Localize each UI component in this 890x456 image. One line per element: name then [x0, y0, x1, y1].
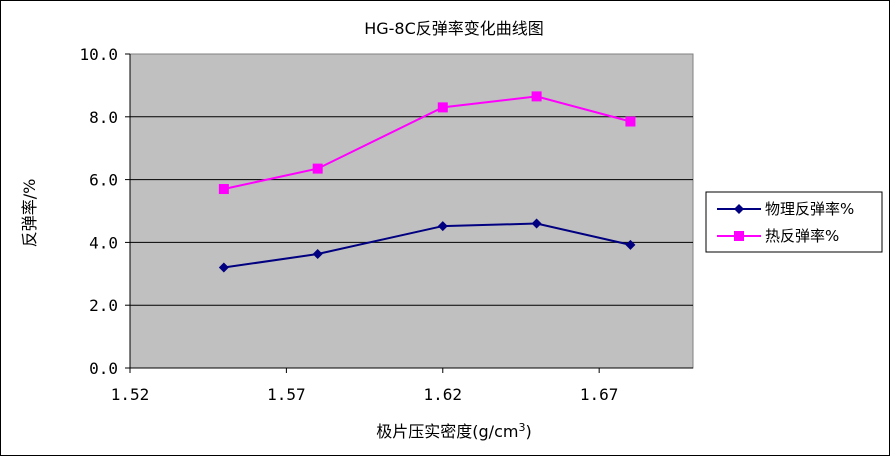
tick-labels: 0.0 2.0 4.0 6.0 8.0 10.0 1.52 1.57 1.62 1.67 [79, 45, 618, 404]
legend-item: 物理反弹率% [717, 200, 854, 218]
x-axis-title-sup: 3 [518, 421, 525, 434]
series-layer [218, 91, 636, 273]
legend-item: 热反弹率% [717, 227, 839, 245]
y-tick-label: 6.0 [89, 171, 118, 190]
legend-label: 物理反弹率% [765, 200, 854, 218]
x-tick-label: 1.67 [580, 385, 619, 404]
plot-area [129, 53, 694, 369]
series-group [218, 218, 636, 273]
data-point [437, 102, 448, 113]
legend-label: 热反弹率% [765, 227, 839, 245]
y-tick-label: 4.0 [89, 233, 118, 252]
data-point [625, 116, 636, 127]
x-axis-title-main: 极片压实密度(g/cm [376, 422, 518, 441]
y-tick-label: 10.0 [79, 45, 118, 64]
y-tick-label: 8.0 [89, 108, 118, 127]
data-point [312, 249, 323, 260]
data-point [531, 218, 542, 229]
gridlines [130, 116, 693, 306]
x-tick-label: 1.52 [111, 385, 150, 404]
legend: 物理反弹率% 热反弹率% [705, 191, 883, 253]
data-point [531, 91, 542, 102]
series-group [218, 91, 636, 195]
chart-title: HG-8C反弹率变化曲线图 [364, 19, 544, 38]
x-tick-label: 1.57 [267, 385, 306, 404]
data-point [218, 262, 229, 273]
data-point [734, 231, 744, 241]
data-point [312, 163, 323, 174]
y-tick-label: 0.0 [89, 359, 118, 378]
data-point [625, 239, 636, 250]
y-axis-title: 反弹率/% [20, 179, 39, 248]
data-point [218, 184, 229, 195]
axes [125, 53, 693, 373]
x-axis-title-suffix: ) [525, 422, 531, 441]
data-point [734, 204, 744, 214]
y-tick-label: 2.0 [89, 296, 118, 315]
x-axis-title: 极片压实密度(g/cm3) [376, 421, 531, 441]
data-point [437, 221, 448, 232]
legend-box [705, 191, 883, 253]
x-tick-label: 1.62 [424, 385, 463, 404]
